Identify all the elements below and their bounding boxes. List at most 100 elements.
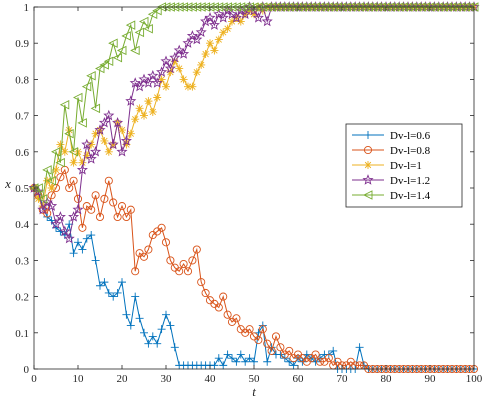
data-point [37, 194, 48, 204]
data-point [76, 164, 88, 175]
data-point [182, 37, 194, 48]
data-point [96, 281, 104, 290]
x-tick-label: 0 [31, 373, 37, 385]
data-point [109, 198, 118, 207]
data-point [148, 332, 157, 341]
data-point [164, 62, 176, 74]
data-point [134, 80, 146, 92]
data-point [90, 103, 101, 114]
data-point [219, 28, 228, 37]
legend-label: Dv-l=0.6 [390, 130, 431, 142]
data-point [152, 5, 162, 16]
data-point [120, 135, 132, 146]
data-point [184, 82, 192, 91]
data-point [143, 23, 153, 34]
data-point [117, 202, 127, 211]
data-point [210, 46, 219, 55]
data-point [192, 68, 201, 77]
data-point [183, 267, 193, 276]
legend-item: Dv-l=1.2 [352, 174, 430, 187]
data-point [108, 38, 118, 48]
data-point [131, 292, 140, 301]
data-point [56, 173, 65, 182]
data-point [82, 151, 91, 160]
data-point [65, 183, 74, 193]
data-point [362, 174, 374, 185]
data-point [252, 12, 264, 23]
y-tick-label: 1 [24, 2, 30, 14]
data-point [230, 12, 242, 23]
data-point [54, 211, 66, 222]
data-point [135, 104, 144, 113]
data-point [131, 267, 140, 276]
legend-item: Dv-l=1 [352, 160, 422, 172]
data-point [77, 118, 87, 128]
data-point [267, 346, 276, 355]
data-point [179, 259, 188, 269]
data-point [122, 140, 131, 149]
data-point [239, 8, 251, 19]
data-point [72, 203, 84, 215]
data-point [223, 350, 232, 359]
data-point [72, 92, 83, 103]
data-point [87, 140, 96, 149]
legend-item: Dv-l=1.4 [352, 190, 431, 202]
data-point [188, 256, 197, 265]
data-point [144, 339, 153, 348]
data-point [214, 35, 223, 44]
data-point [140, 111, 148, 120]
data-point [166, 68, 175, 77]
data-point [50, 147, 61, 157]
data-point [364, 131, 372, 139]
data-point [355, 343, 364, 352]
legend-item: Dv-l=0.8 [352, 145, 431, 157]
data-point [131, 115, 140, 124]
data-point [232, 314, 241, 323]
data-point [206, 39, 214, 48]
data-point [43, 209, 52, 218]
data-point [87, 231, 96, 240]
data-point [315, 357, 325, 366]
x-tick-label: 100 [466, 373, 483, 385]
data-point [134, 27, 145, 38]
data-point [91, 256, 100, 265]
data-point [363, 145, 373, 155]
data-point [192, 245, 201, 254]
y-tick-label: 0.8 [15, 74, 29, 86]
data-point [276, 343, 285, 352]
data-point [116, 45, 127, 56]
data-point [166, 256, 175, 265]
data-point [201, 288, 210, 298]
data-point [100, 136, 109, 145]
data-point [364, 161, 372, 169]
data-point [73, 194, 83, 203]
x-tick-label: 30 [161, 373, 173, 385]
legend-label: Dv-l=1.2 [390, 175, 430, 187]
data-point [144, 97, 153, 106]
data-point [214, 354, 223, 363]
legend-item: Dv-l=0.6 [352, 130, 431, 142]
data-point [112, 117, 124, 128]
data-point [85, 153, 97, 164]
data-point [95, 212, 105, 222]
data-point [122, 212, 131, 222]
data-point [103, 109, 115, 121]
data-point [100, 278, 109, 287]
data-point [276, 350, 285, 359]
y-axis-ticks: 0 0.1 0.2 0.3 0.4 0.5 0.6 0.7 0.8 0.9 1 [15, 2, 474, 376]
y-tick-label: 0.7 [15, 111, 29, 123]
data-point [236, 350, 245, 359]
data-point [118, 278, 126, 287]
data-point [170, 57, 179, 66]
y-tick-label: 0.2 [15, 292, 29, 304]
data-point [223, 24, 232, 33]
data-point [157, 223, 166, 232]
data-point [214, 303, 223, 312]
data-point [78, 245, 87, 254]
data-point [104, 147, 113, 156]
x-tick-label: 60 [293, 373, 305, 385]
data-point [113, 212, 122, 222]
data-point [139, 252, 149, 261]
x-tick-label: 20 [117, 373, 129, 385]
data-point [59, 225, 71, 237]
